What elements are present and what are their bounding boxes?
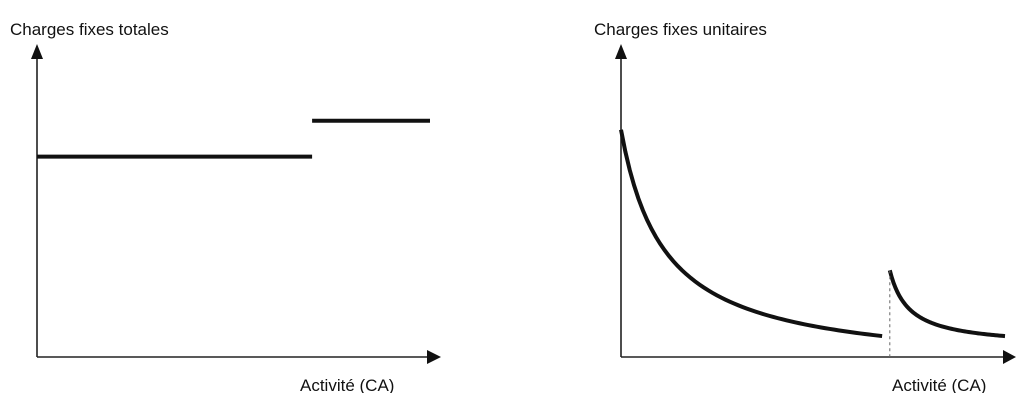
left-x-axis-arrow-icon xyxy=(427,350,441,364)
right-series-1-curve xyxy=(619,129,883,339)
right-x-axis-label: Activité (CA) xyxy=(892,376,986,393)
right-series-2-curve xyxy=(887,269,1006,339)
left-y-axis-arrow-icon xyxy=(31,44,43,59)
right-y-axis-arrow-icon xyxy=(615,44,627,59)
total-fixed-costs-chart: Charges fixes totales Activité (CA) xyxy=(10,20,441,393)
left-x-axis-label: Activité (CA) xyxy=(300,376,394,393)
left-y-axis-label: Charges fixes totales xyxy=(10,20,169,39)
right-y-axis-label: Charges fixes unitaires xyxy=(594,20,767,39)
unit-fixed-costs-chart: Charges fixes unitaires Activité (CA) xyxy=(594,20,1016,393)
right-x-axis-arrow-icon xyxy=(1003,350,1016,364)
